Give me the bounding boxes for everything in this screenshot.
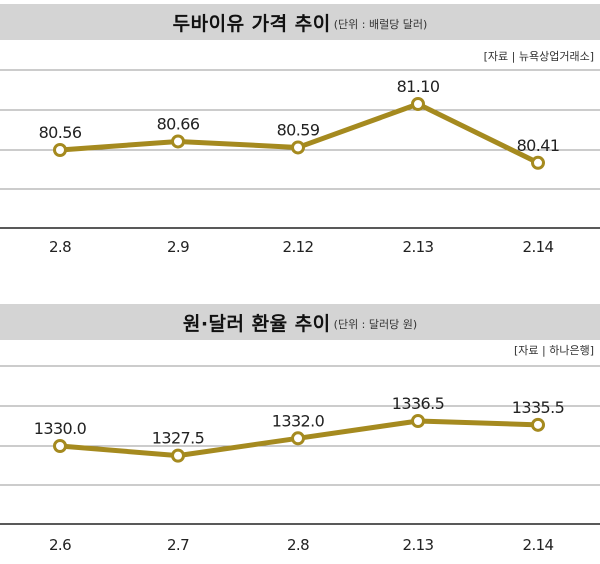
x-tick-label: 2.9 — [167, 238, 189, 256]
chart1-plot: 80.56 2.8 80.66 2.9 80.59 2.12 81.10 2.13 80.41 2… — [0, 69, 600, 256]
x-tick-label: 2.13 — [403, 536, 434, 554]
x-tick-label: 2.14 — [523, 536, 554, 554]
chart1-source: [자료 | 뉴욕상업거래소] — [483, 50, 594, 63]
data-point — [291, 431, 305, 446]
x-tick-label: 2.13 — [403, 238, 434, 256]
data-label: 1330.0 — [34, 419, 87, 438]
x-tick-label: 2.8 — [49, 238, 71, 256]
data-label: 80.56 — [39, 123, 82, 142]
chart1-subtitle: (단위 : 배럴당 달러) — [333, 18, 428, 31]
x-tick-label: 2.7 — [167, 536, 189, 554]
data-point — [171, 448, 185, 463]
chart2-title: 원·달러 환율 추이 — [182, 312, 331, 335]
data-point — [171, 134, 185, 149]
data-point — [411, 414, 425, 428]
data-label: 1335.5 — [512, 398, 564, 417]
data-label: 80.59 — [277, 120, 320, 139]
chart1-title: 두바이유 가격 추이 — [172, 12, 331, 35]
data-point — [291, 140, 305, 155]
data-label: 1327.5 — [152, 429, 204, 448]
x-tick-label: 2.8 — [287, 536, 309, 554]
data-label: 81.10 — [397, 77, 440, 96]
data-point — [531, 417, 545, 432]
chart2-source: [자료 | 하나은행] — [513, 344, 594, 357]
data-point — [411, 97, 425, 111]
chart1-title-band: 두바이유 가격 추이 (단위 : 배럴당 달러) — [0, 4, 600, 40]
data-point — [53, 439, 67, 453]
data-label: 1336.5 — [392, 394, 444, 413]
chart2-subtitle: (단위 : 달러당 원) — [333, 318, 418, 331]
data-label: 80.66 — [157, 114, 200, 133]
x-tick-label: 2.14 — [523, 238, 554, 256]
chart2-plot: 1330.0 2.6 1327.5 2.7 1332.0 2.8 1336.5 2.13 133… — [0, 365, 600, 554]
data-label: 1332.0 — [272, 411, 325, 430]
x-tick-label: 2.6 — [49, 536, 71, 554]
data-point — [531, 155, 545, 170]
data-label: 80.41 — [517, 136, 560, 155]
data-point — [53, 143, 67, 157]
x-tick-label: 2.12 — [283, 238, 314, 256]
chart2-title-band: 원·달러 환율 추이 (단위 : 달러당 원) — [0, 304, 600, 340]
